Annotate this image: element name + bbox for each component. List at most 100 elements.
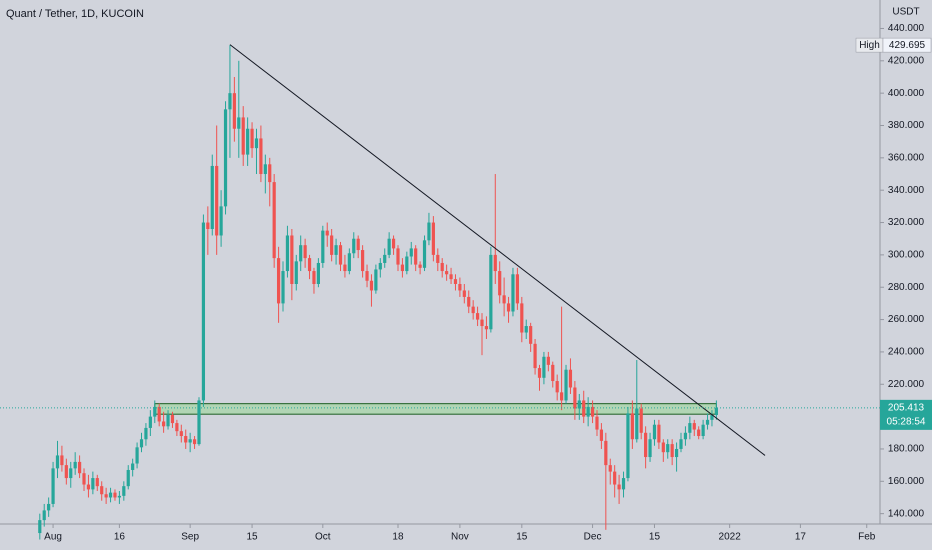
candle-body [586, 406, 590, 417]
high-tag: High [859, 40, 880, 51]
candle-body [276, 258, 281, 304]
candle-body [453, 279, 458, 284]
candle-body [263, 164, 267, 175]
candle-body [657, 424, 661, 443]
candle-body [573, 387, 577, 409]
candle-body [215, 165, 219, 236]
candle-body [542, 356, 546, 378]
candle-body [498, 271, 502, 296]
candle-body [126, 469, 130, 487]
candle-body [445, 271, 449, 275]
candle-body [330, 235, 334, 255]
y-tick-label: 380.000 [888, 120, 925, 131]
candle-body [546, 356, 550, 365]
candle-body [294, 261, 298, 284]
y-tick-label: 220.000 [888, 379, 925, 390]
candle-body [515, 274, 519, 304]
countdown-label: 05:28:54 [887, 416, 926, 427]
candle-body [307, 258, 312, 272]
candle-body [635, 408, 639, 440]
candle-body [458, 283, 462, 291]
candle-body [604, 440, 608, 466]
candle-body [400, 264, 405, 272]
candle-body [290, 235, 294, 284]
candle-body [617, 484, 621, 490]
candle-body [95, 478, 99, 487]
candle-body [356, 238, 360, 251]
candle-body [47, 503, 51, 511]
candle-body [179, 431, 183, 437]
candle-body [148, 416, 152, 428]
candle-body [73, 461, 77, 469]
y-tick-label: 180.000 [888, 444, 925, 455]
candle-body [705, 419, 710, 425]
candle-body [475, 313, 480, 320]
candle-body [644, 432, 648, 458]
candle-body [316, 262, 320, 284]
candle-body [232, 93, 236, 129]
candle-body [254, 138, 259, 149]
candle-body [422, 240, 427, 268]
candle-body [250, 128, 254, 149]
candle-body [582, 400, 586, 417]
y-tick-label: 280.000 [888, 282, 925, 293]
candle-body [312, 271, 316, 284]
x-tick-label: Oct [315, 532, 331, 543]
candle-body [383, 254, 387, 263]
candle-body [285, 235, 290, 272]
candle-body [321, 230, 325, 263]
candle-body [697, 429, 701, 437]
candle-body [560, 392, 564, 401]
x-tick-label: 17 [795, 532, 807, 543]
candle-body [480, 319, 484, 327]
candle-body [144, 427, 148, 440]
y-tick-label: 300.000 [888, 250, 925, 261]
y-tick-label: 140.000 [888, 508, 925, 519]
candle-body [237, 117, 241, 129]
last-price-box [880, 399, 932, 430]
y-tick-label: 160.000 [888, 476, 925, 487]
candle-body [529, 326, 533, 344]
x-tick-label: 16 [114, 532, 126, 543]
candle-body [692, 423, 696, 430]
y-tick-label: 240.000 [888, 347, 925, 358]
x-tick-label: Nov [451, 532, 469, 543]
candle-body [352, 238, 356, 254]
last-price-label: 205.413 [888, 402, 925, 413]
candle-body [223, 109, 228, 207]
candle-body [648, 439, 652, 458]
candle-body [334, 245, 338, 255]
candle-body [69, 468, 73, 479]
candle-body [555, 381, 559, 393]
candle-body [493, 254, 497, 272]
candle-body [683, 432, 688, 440]
candle-body [595, 416, 599, 430]
candle-body [405, 256, 409, 272]
candle-body [325, 230, 329, 236]
candle-body [201, 222, 206, 401]
candle-body [688, 423, 692, 433]
candle-body [511, 274, 515, 312]
candle-body [436, 254, 440, 263]
candle-body [524, 326, 528, 333]
candle-body [361, 250, 365, 272]
x-tick-label: 15 [246, 532, 258, 543]
candle-body [467, 296, 471, 307]
candle-body [369, 280, 374, 291]
candle-body [86, 484, 91, 490]
candle-body [82, 473, 86, 485]
candle-body [613, 471, 617, 485]
x-tick-label: Aug [44, 532, 62, 543]
candle-body [590, 406, 595, 417]
candle-body [210, 165, 214, 230]
candle-body [246, 128, 250, 155]
candle-body [387, 238, 391, 255]
candle-body [60, 455, 64, 466]
candle-body [166, 414, 170, 427]
candle-body [139, 439, 144, 448]
currency: USDT [892, 7, 919, 18]
candle-body [661, 442, 665, 453]
candle-body [299, 245, 303, 262]
candle-body [714, 407, 718, 415]
